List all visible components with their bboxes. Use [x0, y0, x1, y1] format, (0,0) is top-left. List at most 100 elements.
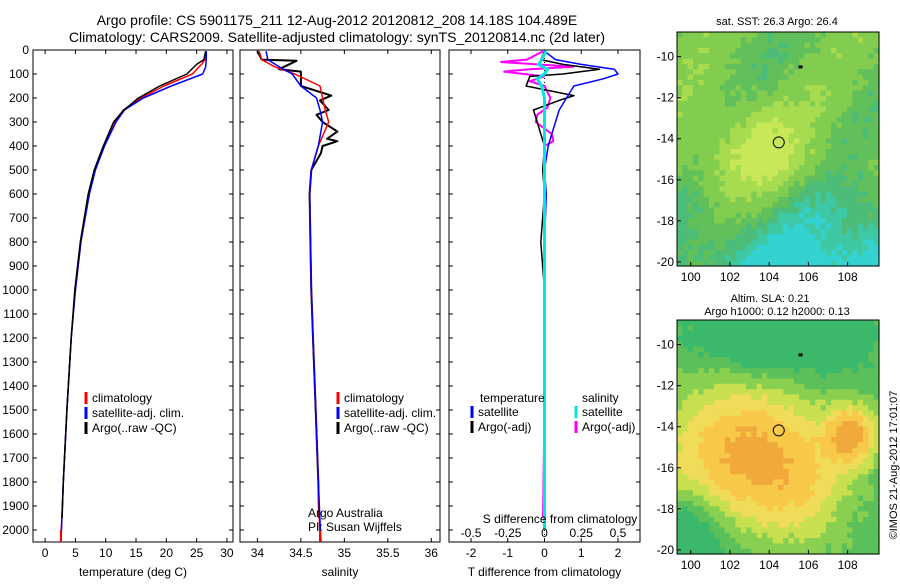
map-cell [751, 186, 758, 193]
map-cell [714, 320, 721, 326]
map-cell [746, 548, 753, 555]
map-cell [756, 170, 763, 177]
map-cell [746, 500, 753, 507]
map-cell [698, 357, 705, 364]
map-cell [815, 383, 822, 390]
map-cell [825, 255, 832, 262]
map-cell [836, 437, 843, 443]
map-cell [825, 511, 832, 518]
map-cell [793, 250, 800, 256]
map-cell [852, 431, 859, 438]
map-cell [692, 196, 699, 203]
sst_map-frame [676, 31, 880, 267]
map-cell [708, 175, 715, 182]
map-cell [873, 532, 880, 539]
map-cell [793, 452, 800, 459]
sla_map-ytick-label: -18 [657, 502, 675, 516]
map-cell [714, 442, 721, 449]
map-cell [815, 330, 822, 337]
map-cell [756, 548, 763, 555]
map-cell [793, 63, 800, 70]
sst_map-ytick-label: -20 [657, 255, 675, 269]
map-cell [815, 239, 822, 246]
map-cell [692, 447, 699, 454]
map-cell [841, 255, 848, 262]
map-cell [708, 212, 715, 219]
map-cell [751, 244, 758, 251]
map-cell [687, 127, 694, 134]
map-cell [793, 228, 800, 235]
map-cell [820, 186, 827, 193]
map-cell [783, 53, 790, 60]
map-cell [719, 218, 726, 225]
map-cell [756, 149, 763, 155]
map-cell [815, 53, 822, 60]
map-cell [746, 357, 753, 364]
map-cell [735, 186, 742, 193]
map-cell [804, 101, 811, 108]
map-cell [847, 191, 854, 198]
map-cell [677, 111, 683, 118]
map-cell [708, 32, 715, 38]
map-cell [820, 399, 827, 406]
map-cell [788, 250, 795, 256]
map-cell [687, 175, 694, 182]
map-cell [719, 389, 726, 396]
map-cell [708, 351, 715, 358]
map-cell [778, 415, 784, 422]
map-cell [762, 85, 768, 92]
map-cell [778, 74, 784, 81]
map-cell [809, 149, 816, 155]
map-cell [698, 330, 705, 337]
map-cell [783, 479, 790, 486]
map-cell [692, 223, 699, 230]
map-cell [762, 58, 768, 65]
map-cell [730, 405, 737, 412]
map-cell [836, 511, 843, 518]
map-cell [692, 180, 699, 187]
map-cell [682, 341, 689, 348]
map-cell [831, 106, 838, 113]
map-cell [724, 53, 731, 60]
map-cell [793, 180, 800, 187]
map-cell [756, 367, 763, 374]
map-cell [756, 500, 763, 507]
map-cell [847, 367, 854, 374]
map-cell [852, 479, 859, 486]
map-cell [692, 394, 699, 401]
sla_map-xtick-label: 108 [838, 558, 858, 572]
map-cell [815, 389, 822, 396]
map-cell [820, 538, 827, 544]
map-cell [751, 506, 758, 513]
map-cell [677, 95, 683, 102]
map-cell [863, 164, 869, 171]
depth-tick-label: 1200 [2, 331, 29, 345]
map-cell [772, 90, 779, 97]
map-cell [735, 250, 742, 256]
map-cell [873, 111, 880, 118]
map-cell [809, 346, 816, 353]
map-cell [740, 154, 747, 161]
map-cell [841, 175, 848, 182]
map-cell [677, 117, 683, 124]
map-cell [793, 468, 800, 475]
map-cell [788, 244, 795, 251]
map-cell [815, 410, 822, 417]
map-cell [857, 437, 864, 443]
map-cell [778, 191, 784, 198]
map-cell [687, 255, 694, 262]
map-cell [719, 228, 726, 235]
map-cell [677, 138, 683, 145]
map-cell [836, 426, 843, 433]
map-cell [740, 548, 747, 555]
map-cell [820, 63, 827, 70]
map-cell [772, 426, 779, 433]
map-cell [724, 447, 731, 454]
map-cell [778, 511, 784, 518]
map-cell [868, 383, 875, 390]
map-cell [708, 362, 715, 369]
map-cell [703, 228, 710, 235]
map-cell [751, 495, 758, 502]
map-cell [841, 234, 848, 241]
map-cell [799, 511, 806, 518]
